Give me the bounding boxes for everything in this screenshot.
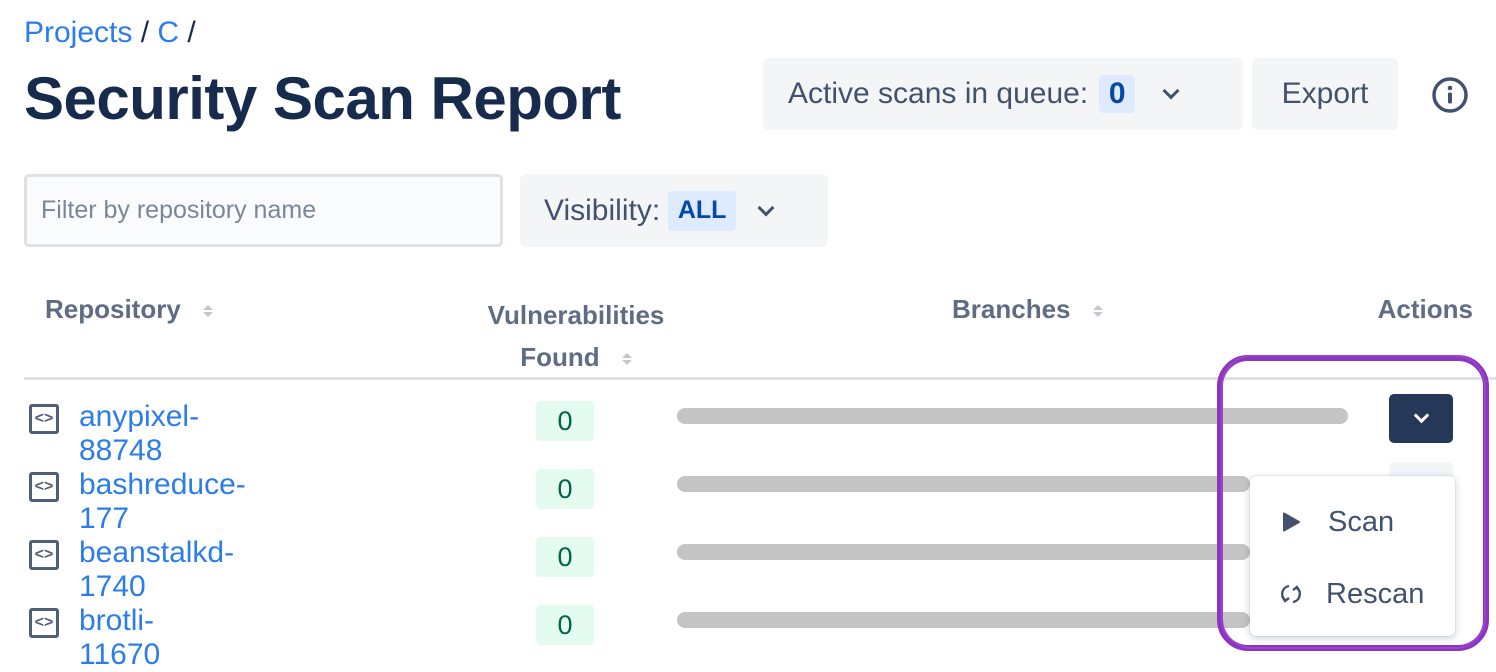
repository-link[interactable]: anypixel-88748	[79, 400, 200, 467]
vulnerabilities-badge: 0	[536, 401, 594, 441]
branches-placeholder-bar	[677, 408, 1348, 424]
breadcrumb-separator: /	[140, 16, 150, 49]
breadcrumb-separator: /	[187, 16, 196, 49]
menu-item-label: Rescan	[1326, 577, 1425, 610]
code-icon: <>	[29, 404, 59, 434]
column-header-repository[interactable]: Repository	[45, 294, 213, 325]
visibility-label: Visibility:	[544, 193, 661, 227]
chevron-down-icon	[1162, 82, 1180, 100]
column-header-actions: Actions	[1377, 294, 1473, 324]
repository-link[interactable]: beanstalkd-1740	[79, 536, 235, 603]
branches-placeholder-bar	[677, 544, 1250, 560]
vulnerabilities-badge: 0	[536, 605, 594, 645]
active-scans-queue-button[interactable]: Active scans in queue: 0	[763, 58, 1243, 130]
column-label: Branches	[952, 294, 1071, 324]
menu-item-scan[interactable]: Scan	[1250, 492, 1455, 552]
chevron-down-icon	[757, 199, 775, 216]
repository-filter-input[interactable]	[24, 174, 503, 247]
column-label: Vulnerabilities	[487, 300, 665, 330]
play-icon	[1283, 512, 1300, 532]
vulnerabilities-badge: 0	[536, 469, 594, 509]
code-icon: <>	[29, 472, 59, 502]
repository-link[interactable]: bashreduce-177	[79, 468, 246, 535]
menu-item-rescan[interactable]: Rescan	[1250, 564, 1455, 624]
branches-placeholder-bar	[677, 612, 1250, 628]
info-icon[interactable]	[1431, 76, 1469, 114]
branches-placeholder-bar	[677, 476, 1250, 492]
column-header-vulnerabilities[interactable]: Vulnerabilities Found	[470, 294, 682, 378]
vulnerabilities-badge: 0	[536, 537, 594, 577]
breadcrumb-c[interactable]: C	[157, 16, 180, 49]
code-icon: <>	[29, 540, 59, 570]
visibility-value-badge: ALL	[668, 190, 737, 231]
sort-icon	[621, 353, 632, 366]
breadcrumb: Projects / C /	[24, 16, 196, 50]
header-divider	[24, 377, 1496, 380]
queue-count-badge: 0	[1099, 75, 1136, 113]
column-label: Repository	[45, 294, 181, 324]
row-actions-button[interactable]	[1389, 394, 1453, 443]
page-title: Security Scan Report	[24, 65, 621, 132]
actions-menu: Scan Rescan	[1250, 476, 1455, 636]
menu-item-label: Scan	[1328, 505, 1395, 538]
column-label: Found	[520, 342, 600, 372]
highlight-annotation	[1217, 355, 1489, 651]
sort-icon	[202, 305, 213, 318]
queue-label: Active scans in queue:	[788, 77, 1089, 110]
code-icon: <>	[29, 608, 59, 638]
sort-icon	[1092, 305, 1103, 318]
refresh-icon	[1280, 584, 1302, 604]
column-header-branches[interactable]: Branches	[952, 294, 1103, 325]
visibility-dropdown[interactable]: Visibility: ALL	[520, 174, 828, 247]
export-button[interactable]: Export	[1252, 58, 1398, 130]
breadcrumb-projects[interactable]: Projects	[24, 16, 133, 49]
